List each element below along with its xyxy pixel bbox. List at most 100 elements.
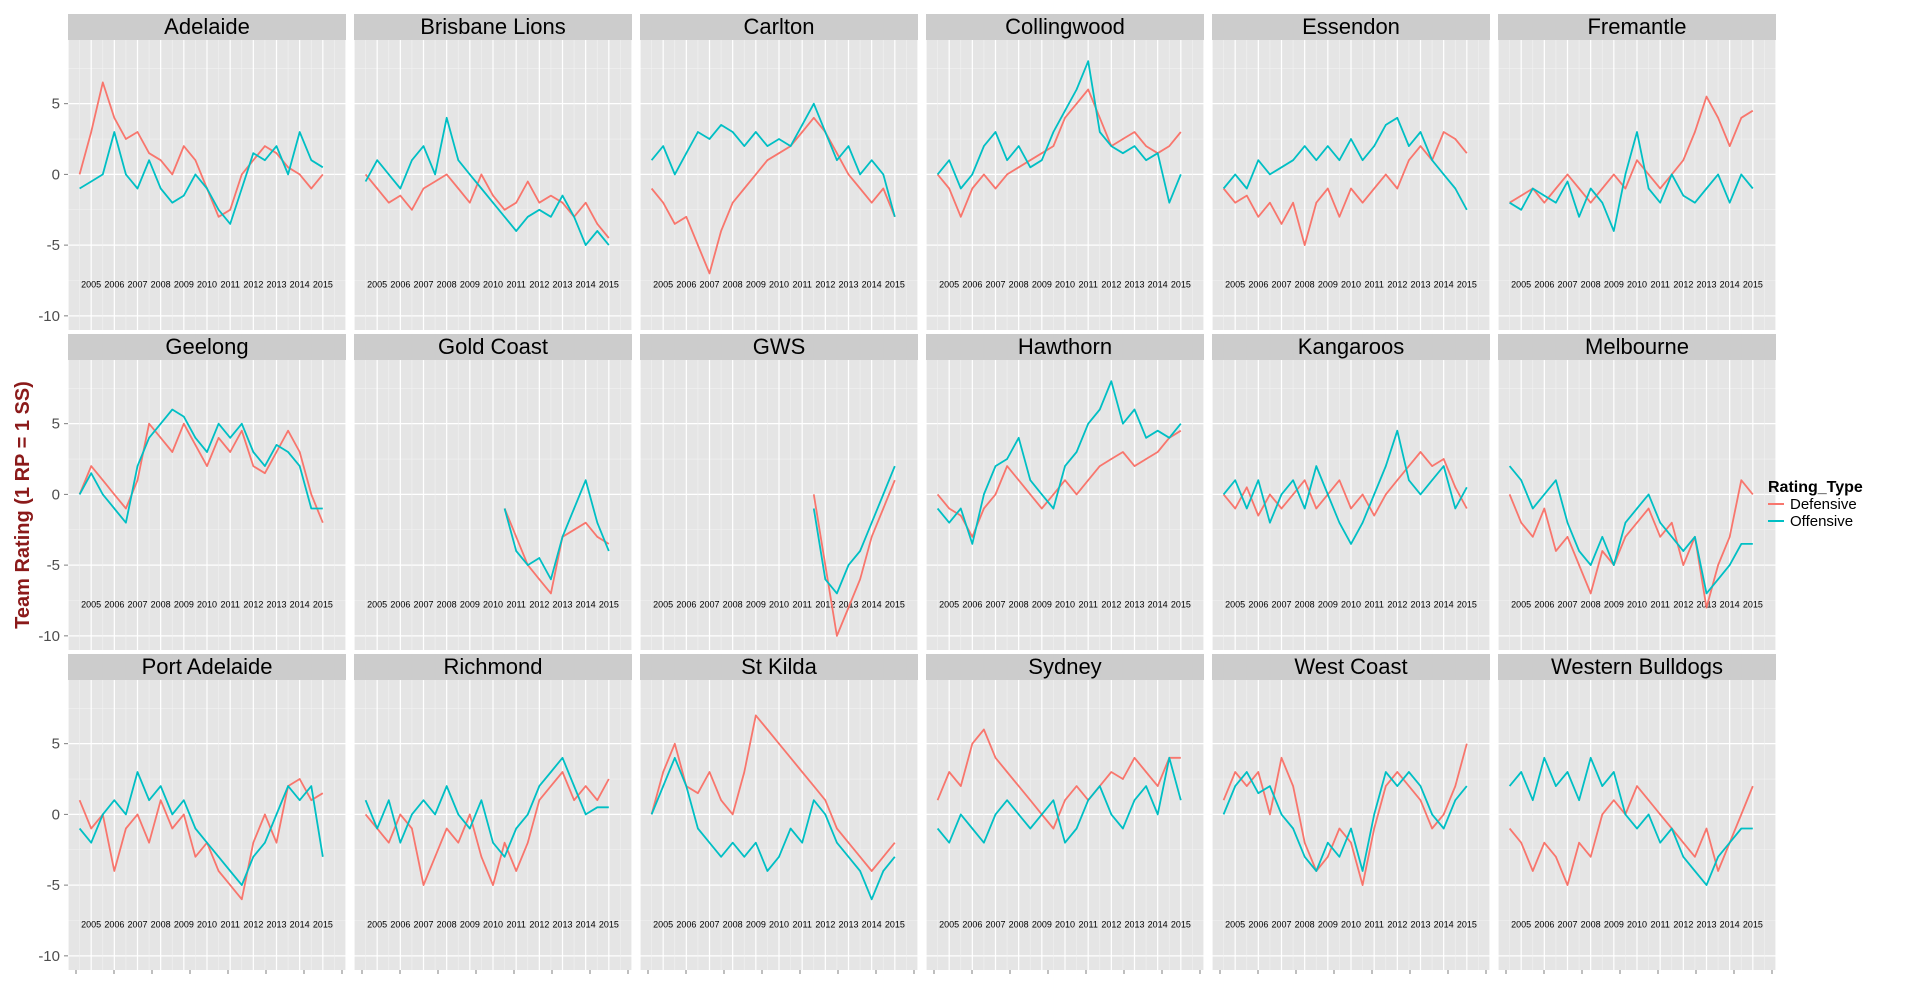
year-label: 2015 (1457, 600, 1477, 610)
defensive-series-line (1509, 95, 1754, 204)
facet-strip (1212, 334, 1490, 360)
year-label: 2012 (1101, 280, 1121, 290)
year-label: 2007 (127, 280, 147, 290)
y-axis-label: Team Rating (1 RP = 1 SS) (12, 381, 34, 629)
year-label: 2007 (413, 920, 433, 930)
year-label: 2013 (838, 920, 858, 930)
facet-fremantle: Fremantle 2005 2006 2007 2008 2009 2010 2011 201… (1497, 14, 1777, 330)
year-label: 2007 (1271, 600, 1291, 610)
year-label: 2007 (985, 280, 1005, 290)
year-label: 2014 (1434, 920, 1454, 930)
legend-title: Rating_Type (1768, 479, 1863, 496)
year-label: 2011 (792, 920, 811, 930)
year-label: 2015 (1171, 280, 1191, 290)
year-label: 2009 (1032, 920, 1052, 930)
year-label: 2009 (1604, 600, 1624, 610)
year-label: 2010 (483, 280, 503, 290)
year-label: 2010 (769, 600, 789, 610)
year-label: 2008 (151, 600, 171, 610)
year-label: 2012 (243, 920, 263, 930)
year-label: 2007 (127, 920, 147, 930)
defensive-series-line (503, 508, 610, 595)
year-label: 2008 (1581, 280, 1601, 290)
facet-richmond: Richmond 2005 2006 2007 2008 2009 2010 2011 2012… (353, 654, 633, 970)
offensive-series-line (1222, 429, 1468, 545)
y-tick-label: -5 (47, 877, 60, 894)
year-label: 2009 (1604, 920, 1624, 930)
year-label: 2013 (1696, 280, 1716, 290)
year-label: 2010 (769, 920, 789, 930)
year-label: 2015 (1457, 280, 1477, 290)
year-label: 2009 (1318, 600, 1338, 610)
year-label: 2005 (81, 600, 101, 610)
facet-strip (68, 334, 346, 360)
y-tick-label: 0 (52, 806, 60, 823)
y-tick-label: 5 (52, 736, 60, 753)
year-label: 2005 (653, 920, 673, 930)
y-tick-label: -10 (38, 948, 60, 965)
facet-gws: GWS 2005 2006 2007 2008 2009 2010 2011 2012 2013 2… (639, 334, 919, 650)
year-label: 2010 (483, 920, 503, 930)
year-label: 2009 (174, 600, 194, 610)
year-label: 2015 (1743, 280, 1763, 290)
year-label: 2012 (1101, 600, 1121, 610)
year-label: 2015 (885, 920, 905, 930)
y-tick-label: 0 (52, 486, 60, 503)
year-label: 2011 (1650, 280, 1669, 290)
facet-title: Collingwood (1005, 14, 1125, 39)
facet-strip (68, 654, 346, 680)
year-label: 2013 (266, 280, 286, 290)
year-label: 2012 (1673, 600, 1693, 610)
offensive-series-line (78, 771, 324, 886)
year-label: 2014 (862, 920, 882, 930)
year-label: 2008 (437, 280, 457, 290)
offensive-series-line (79, 131, 324, 225)
year-label: 2015 (599, 600, 619, 610)
y-tick-label: -5 (47, 557, 60, 574)
facet-collingwood: Collingwood 2005 2006 2007 2008 2009 2010 2011 2… (925, 14, 1205, 330)
year-label: 2012 (243, 600, 263, 610)
year-label: 2010 (483, 600, 503, 610)
facet-gold-coast: Gold Coast 2005 2006 2007 2008 2009 2010 2011 20… (353, 334, 633, 650)
year-label: 2006 (962, 600, 982, 610)
year-label: 2009 (746, 600, 766, 610)
year-label: 2015 (599, 280, 619, 290)
year-label: 2008 (437, 600, 457, 610)
year-label: 2012 (529, 600, 549, 610)
year-label: 2007 (413, 280, 433, 290)
facet-strip (68, 14, 346, 40)
facet-melbourne: Melbourne 2005 2006 2007 2008 2009 2010 2011 201… (1497, 334, 1777, 650)
year-label: 2006 (104, 600, 124, 610)
year-label: 2005 (367, 280, 387, 290)
year-label: 2011 (1078, 920, 1097, 930)
year-label: 2005 (939, 280, 959, 290)
y-tick-label: -10 (38, 628, 60, 645)
year-label: 2011 (220, 600, 239, 610)
year-label: 2010 (1341, 920, 1361, 930)
defensive-series-line (650, 116, 896, 275)
year-label: 2008 (151, 920, 171, 930)
year-label: 2013 (552, 280, 572, 290)
defensive-series-line (1222, 131, 1468, 246)
year-label: 2010 (197, 920, 217, 930)
y-tick-label: -5 (47, 237, 60, 254)
year-label: 2006 (1534, 600, 1554, 610)
year-label: 2005 (653, 600, 673, 610)
offensive-series-line (650, 102, 896, 218)
facet-title: Western Bulldogs (1551, 654, 1723, 679)
offensive-series-line (364, 756, 609, 858)
offensive-series-line (650, 756, 896, 901)
facet-title: Melbourne (1585, 334, 1689, 359)
year-label: 2008 (1009, 280, 1029, 290)
offensive-series-line (936, 380, 1182, 545)
year-label: 2007 (985, 920, 1005, 930)
year-label: 2014 (862, 280, 882, 290)
year-label: 2011 (1078, 600, 1097, 610)
year-label: 2007 (1271, 920, 1291, 930)
facet-hawthorn: Hawthorn 2005 2006 2007 2008 2009 2010 2011 2012… (925, 334, 1205, 650)
year-label: 2011 (792, 600, 811, 610)
year-label: 2013 (266, 600, 286, 610)
